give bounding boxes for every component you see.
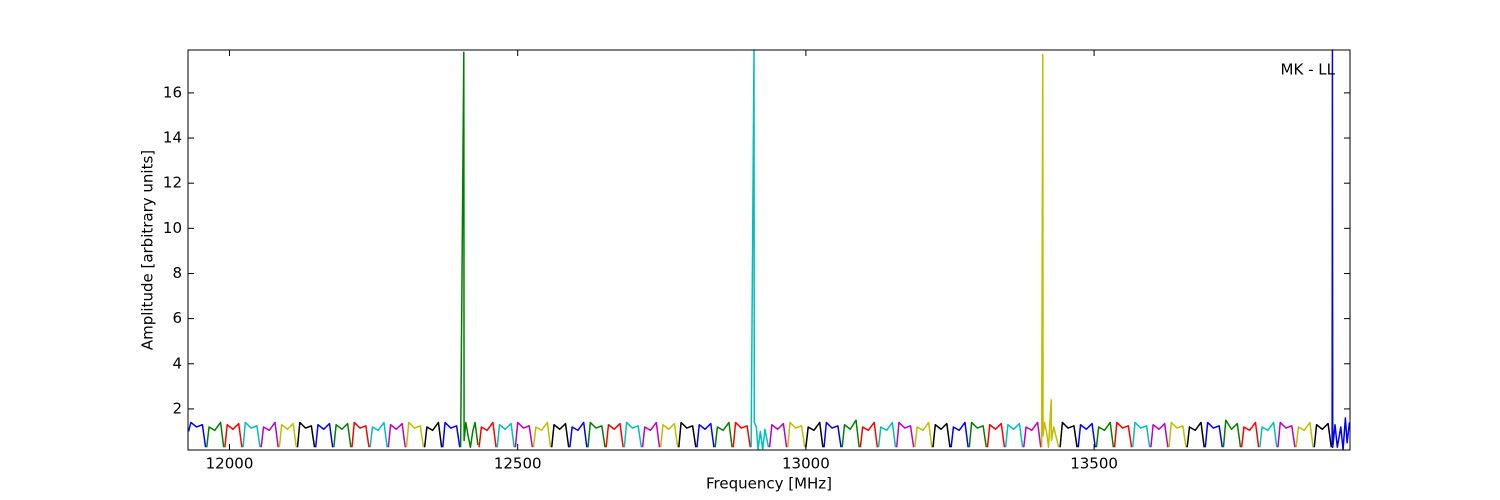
y-tick-label: 16 [163, 83, 182, 101]
y-axis-label: Amplitude [arbitrary units] [139, 150, 157, 350]
spectrum-line [278, 53, 1314, 449]
spectrum-line [296, 421, 1333, 448]
x-tick-label: 12000 [206, 455, 254, 473]
plot-frame [187, 49, 1351, 451]
x-tick-label: 13500 [1070, 455, 1118, 473]
y-tick-label: 2 [172, 399, 182, 417]
y-tick-label: 6 [172, 309, 182, 327]
annotation: MK - LL [1281, 61, 1336, 79]
y-tick-label: 10 [163, 219, 182, 237]
spectrum-line [205, 51, 1242, 449]
x-axis-label: Frequency [MHz] [706, 475, 832, 493]
spectrum-line [260, 421, 1296, 448]
spectrum-line [224, 421, 1260, 448]
y-tick-label: 12 [163, 174, 182, 192]
y-tick-label: 14 [163, 129, 182, 147]
y-tick-label: 8 [172, 264, 182, 282]
spectrum-line [242, 49, 1278, 451]
plot-lines [187, 49, 1351, 451]
x-tick-label: 12500 [494, 455, 542, 473]
y-tick-label: 4 [172, 354, 182, 372]
x-tick-label: 13000 [782, 455, 830, 473]
spectrum-line [187, 49, 1351, 451]
